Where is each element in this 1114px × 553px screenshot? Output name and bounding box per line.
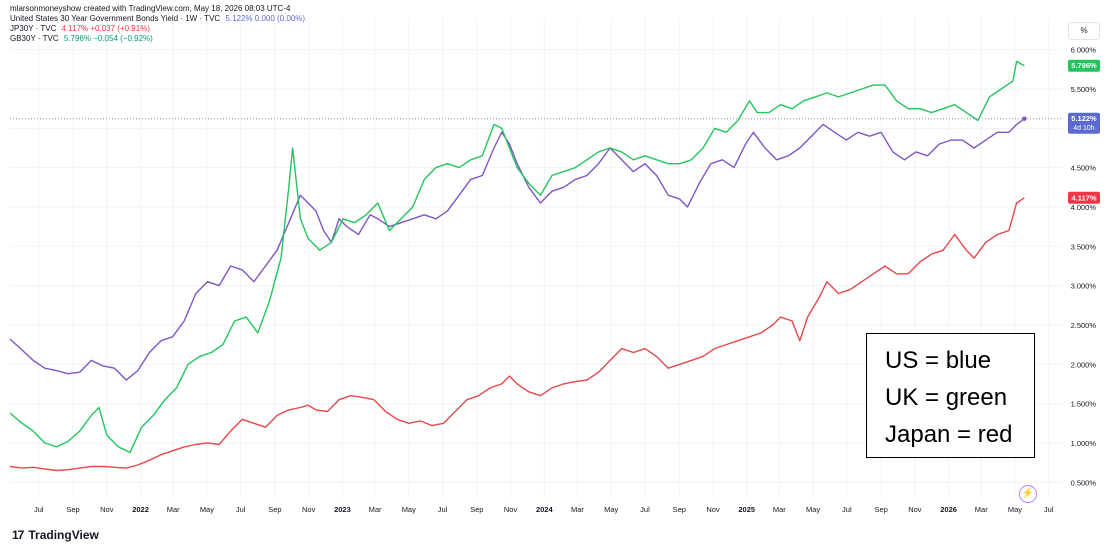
x-tick-label: Jul [842,505,852,514]
uk-price-badge-bg [1068,59,1100,72]
legend-value: 5.122% 0.000 (0.00%) [225,14,306,23]
x-tick-label: Nov [100,505,114,514]
y-tick-label: 2.000% [1071,360,1097,369]
y-tick-label: 3.000% [1071,282,1097,291]
x-tick-label: Mar [571,505,584,514]
x-tick-label: 2022 [132,505,149,514]
legend-value: 5.796% −0.054 (−0.92%) [63,34,153,43]
x-tick-label: May [806,505,820,514]
x-tick-label: May [200,505,214,514]
x-tick-label: Jul [438,505,448,514]
series-line-uk [9,60,1025,454]
us-countdown-label: 4d 10h [1073,125,1095,132]
x-tick-label: Nov [908,505,922,514]
y-tick-label: 1.500% [1071,400,1097,409]
x-tick-label: Jul [236,505,246,514]
legend-entry-gb[interactable]: GB30Y · TVC 5.796% −0.054 (−0.92%) [10,34,305,44]
x-tick-label: Mar [975,505,988,514]
x-tick-label: Sep [673,505,686,514]
x-tick-label: 2023 [334,505,351,514]
x-tick-label: Sep [268,505,281,514]
x-tick-label: May [402,505,416,514]
y-tick-label: 6.000% [1071,46,1097,55]
lightning-icon[interactable]: ⚡ [1019,485,1037,503]
y-tick-label: 2.500% [1071,321,1097,330]
jp-price-badge-label: 4.117% [1071,193,1096,202]
x-tick-label: May [1008,505,1022,514]
x-tick-label: Jul [1044,505,1054,514]
tradingview-logo-icon: 17 [12,528,24,542]
us-last-point [1022,116,1027,121]
series-line-jp [9,197,1025,472]
brand-name: TradingView [28,528,99,542]
price-badges: 5.796% 5.122% 4d 10h 4.117% [1068,59,1100,204]
us-price-badge-label: 5.122% [1071,114,1097,123]
chart-series [9,60,1027,472]
us-price-badge-bg [1068,112,1100,134]
y-tick-label: 4.500% [1071,164,1097,173]
x-tick-label: Mar [773,505,786,514]
x-tick-label: Nov [706,505,720,514]
uk-price-badge-label: 5.796% [1071,61,1097,70]
annotation-box: US = blue UK = green Japan = red [866,333,1035,458]
x-tick-label: Sep [66,505,79,514]
x-axis: Jul Sep Nov 2022 Mar May Jul Sep Nov 2023 Mar May Ju… [34,505,1054,514]
legend-name: JP30Y · TVC [10,24,57,33]
x-tick-label: Nov [302,505,316,514]
x-tick-label: Mar [369,505,382,514]
x-tick-label: Sep [470,505,483,514]
x-tick-label: Sep [874,505,887,514]
x-tick-label: 2026 [940,505,957,514]
legend-entry-jp[interactable]: JP30Y · TVC 4.117% +0.037 (+0.91%) [10,24,305,34]
series-line-us [9,118,1025,381]
legend-value: 4.117% +0.037 (+0.91%) [61,24,150,33]
annotation-line-uk: UK = green [885,384,1008,411]
x-tick-label: 2025 [738,505,755,514]
x-tick-label: May [604,505,618,514]
x-tick-label: Mar [167,505,180,514]
x-tick-label: Jul [640,505,650,514]
legend-name: GB30Y · TVC [10,34,59,43]
legend-entry-us[interactable]: United States 30 Year Government Bonds Y… [10,14,305,24]
percent-scale-button[interactable]: % [1068,22,1100,40]
chart-header: mlarsonmoneyshow created with TradingVie… [10,4,291,13]
y-tick-label: 5.500% [1071,85,1097,94]
legend-name: United States 30 Year Government Bonds Y… [10,14,221,23]
y-tick-label: 1.000% [1071,439,1097,448]
legend: United States 30 Year Government Bonds Y… [10,14,305,44]
jp-price-badge-bg [1068,191,1100,204]
y-tick-label: 4.000% [1071,203,1097,212]
x-tick-label: Nov [504,505,518,514]
x-tick-label: 2024 [536,505,554,514]
y-tick-label: 0.500% [1071,478,1097,487]
y-axis: 0.500% 1.000% 1.500% 2.000% 2.500% 3.000% 3.50… [1071,46,1097,488]
tradingview-brand: 17 TradingView [12,528,99,542]
annotation-line-japan: Japan = red [885,421,1013,448]
y-tick-label: 3.500% [1071,242,1097,251]
annotation-line-us: US = blue [885,347,992,374]
x-tick-label: Jul [34,505,44,514]
